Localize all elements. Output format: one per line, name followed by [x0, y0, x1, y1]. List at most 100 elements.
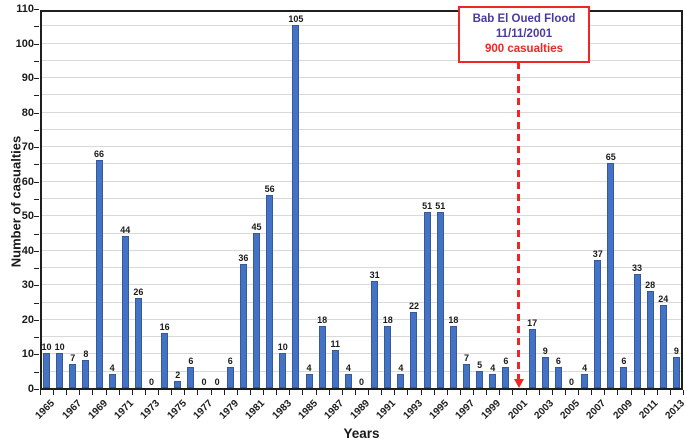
y-tick [34, 302, 39, 304]
bar [187, 367, 195, 388]
x-tick [197, 390, 199, 395]
y-tick-label: 0 [27, 383, 34, 395]
bar [489, 374, 497, 388]
x-tick [223, 390, 225, 395]
x-tick [499, 390, 501, 395]
y-tick [34, 250, 39, 252]
x-tick [184, 390, 186, 395]
x-tick [40, 390, 41, 395]
x-tick [315, 390, 317, 395]
bar-value-label: 9 [673, 345, 679, 356]
y-tick [34, 337, 39, 339]
bar [476, 370, 484, 388]
bar-value-label: 18 [448, 314, 459, 325]
grid-line [42, 370, 681, 372]
bar [528, 329, 536, 388]
x-tick [236, 390, 238, 395]
x-tick-label: 1975 [165, 398, 189, 422]
bar [344, 374, 352, 388]
bar-value-label: 6 [555, 356, 561, 367]
bar [331, 350, 339, 388]
bar [410, 312, 418, 388]
x-tick [131, 390, 133, 395]
bar-value-label: 24 [658, 294, 669, 305]
grid-line [42, 42, 681, 44]
bar [384, 325, 392, 388]
bar [646, 291, 654, 388]
y-tick [34, 233, 39, 235]
grid-line [42, 77, 681, 79]
bar [633, 274, 641, 388]
x-tick-label: 1979 [217, 398, 242, 422]
x-tick [263, 390, 265, 395]
bar-value-label: 6 [503, 356, 509, 367]
x-tick-label: 1987 [322, 398, 347, 422]
y-tick [34, 95, 39, 97]
bar [292, 25, 300, 388]
x-tick [341, 390, 343, 395]
x-tick [656, 390, 658, 395]
x-tick [525, 390, 527, 395]
bar [397, 374, 405, 388]
x-tick-label: 1973 [138, 398, 163, 422]
bar [371, 280, 379, 388]
bar-value-label: 44 [120, 225, 131, 235]
bar-value-label: 45 [251, 221, 262, 232]
x-tick [617, 390, 619, 395]
bar [305, 374, 313, 388]
bar [318, 325, 326, 388]
y-tick [34, 60, 39, 62]
x-tick-label: 1985 [296, 398, 320, 422]
bar-value-label: 36 [238, 252, 249, 263]
bar [161, 332, 169, 388]
bar [594, 260, 602, 388]
x-tick [66, 390, 68, 395]
bar [436, 211, 444, 388]
bar [502, 367, 510, 388]
annotation-event-casualties: 900 casualties [484, 43, 563, 55]
x-tick [302, 390, 304, 395]
y-tick-label: 110 [16, 3, 34, 15]
annotation-dashed-line [517, 62, 521, 380]
y-tick [34, 181, 39, 183]
bar [607, 163, 615, 388]
bar-value-label: 4 [109, 363, 115, 374]
y-tick-label: 90 [21, 72, 34, 85]
x-tick-label: 1969 [86, 398, 110, 422]
bar [121, 236, 129, 388]
grid-line [42, 25, 681, 27]
bar [82, 360, 90, 388]
grid-line [42, 267, 681, 269]
bar-value-label: 28 [645, 280, 656, 291]
x-tick-label: 1965 [33, 398, 58, 422]
grid-line [42, 180, 681, 182]
bar [266, 194, 274, 388]
y-tick [34, 147, 39, 149]
x-tick-label: 1983 [270, 398, 294, 422]
y-tick [34, 129, 39, 131]
grid-line [42, 318, 681, 320]
bar [134, 298, 142, 388]
grid-line [42, 284, 681, 286]
x-tick [105, 390, 107, 395]
grid-line [42, 301, 681, 303]
grid-line [42, 353, 681, 355]
y-tick-label: 80 [21, 106, 34, 119]
x-tick [210, 390, 212, 395]
bar-value-label: 26 [133, 287, 144, 298]
bar-value-label: 51 [435, 200, 446, 211]
x-tick-label: 1989 [348, 398, 373, 422]
bar-value-label: 66 [94, 149, 105, 159]
x-tick [368, 390, 370, 395]
bar-value-label: 8 [83, 349, 89, 360]
x-tick [354, 390, 356, 395]
grid-line [42, 146, 681, 148]
bar [174, 381, 182, 388]
bar [659, 305, 667, 388]
x-tick [643, 390, 645, 395]
grid-line [42, 128, 681, 130]
grid-line [42, 215, 681, 217]
bar-value-label: 0 [201, 377, 207, 387]
y-tick [34, 78, 39, 80]
bar-value-label: 4 [306, 363, 312, 374]
